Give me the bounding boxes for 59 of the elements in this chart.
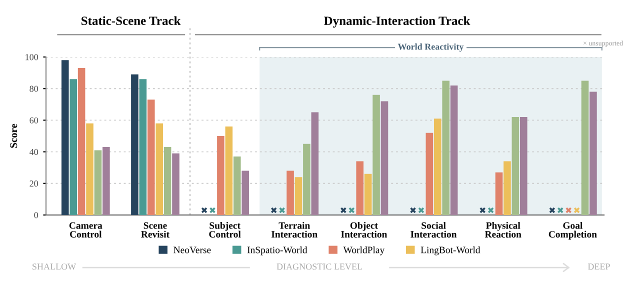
x-tick-label: Camera Control	[69, 222, 102, 238]
band-label: World Reactivity	[398, 43, 464, 52]
bar	[380, 101, 388, 215]
bar	[94, 150, 102, 215]
bar	[581, 80, 589, 215]
y-tick-label: 100	[26, 54, 38, 60]
bar	[86, 123, 94, 215]
bar	[495, 172, 503, 215]
bar	[164, 147, 172, 215]
bar	[356, 161, 364, 215]
legend-label: WorldPlay	[343, 246, 385, 256]
text: SHALLOW	[32, 264, 76, 270]
y-tick-label: 0	[34, 212, 38, 218]
y-tick-label: 60	[30, 117, 38, 124]
text: Dynamic-Interaction Track	[324, 16, 470, 28]
y-tick-label: 20	[30, 180, 38, 187]
bar	[242, 170, 249, 215]
bar	[172, 153, 180, 215]
bar	[372, 94, 380, 215]
legend-label: LingBot-World	[420, 246, 480, 256]
bar	[217, 136, 224, 215]
bar	[450, 85, 458, 215]
bar	[434, 118, 442, 215]
text: DEEP	[588, 264, 610, 270]
bar	[303, 144, 310, 215]
bar	[504, 161, 511, 215]
bar	[70, 79, 77, 215]
bar	[590, 92, 597, 215]
bar	[286, 170, 294, 215]
text: DIAGNOSTIC LEVEL	[276, 264, 362, 270]
bar	[78, 68, 86, 215]
bar	[311, 112, 319, 215]
bar	[364, 174, 372, 215]
x-tick-label: Terrain Interaction	[271, 222, 318, 238]
bar	[139, 79, 147, 215]
bar	[61, 60, 69, 215]
bar	[147, 100, 155, 215]
x-tick-label: Goal Completion	[548, 222, 597, 240]
x-tick-label: Subject Control	[209, 222, 241, 238]
bar	[233, 156, 241, 215]
bar	[442, 80, 450, 215]
legend-label: InSpatio-World	[247, 246, 308, 256]
legend-label: NeoVerse	[174, 246, 211, 254]
text: Static-Scene Track	[82, 16, 181, 26]
bar	[131, 74, 138, 215]
bar	[426, 132, 434, 215]
bar	[225, 126, 233, 215]
x-tick-label: Social Interaction	[410, 222, 457, 238]
bar	[156, 123, 163, 215]
x-tick-label: Physical Reaction	[484, 222, 522, 238]
x-tick-label: Object Interaction	[341, 222, 388, 238]
y-tick-label: 40	[30, 148, 38, 156]
bar	[520, 117, 528, 215]
bar	[294, 177, 302, 215]
x-tick-label: Scene Revisit	[141, 222, 170, 238]
y-tick-label: 80	[30, 86, 38, 92]
bar	[102, 147, 110, 215]
y-axis-title: Score	[10, 124, 18, 148]
bar	[512, 117, 520, 215]
